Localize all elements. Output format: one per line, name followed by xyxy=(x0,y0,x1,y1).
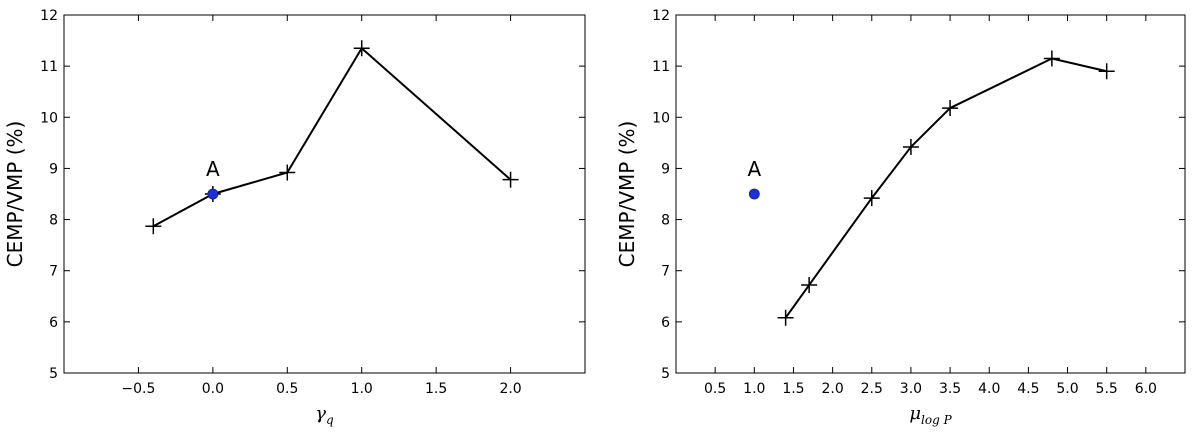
y-axis-label: CEMP/VMP (%) xyxy=(615,121,639,268)
y-tick-label: 6 xyxy=(661,315,670,331)
x-axis-label-symbol: γ xyxy=(315,403,326,424)
data-point xyxy=(942,100,959,117)
x-tick-label: 5.5 xyxy=(1096,381,1118,397)
y-tick-label: 10 xyxy=(652,110,670,126)
reference-label-a: A xyxy=(747,157,761,181)
x-tick-label: −0.5 xyxy=(121,381,155,397)
data-point xyxy=(353,40,370,57)
data-point xyxy=(145,218,162,235)
y-tick-label: 8 xyxy=(661,213,670,229)
x-tick-label: 0.5 xyxy=(704,381,726,397)
chart-right: 0.5 1.0 1.5 2.0 2.5 3.0 3.5 4.0 4.5 5.0 5.5 6.0 5 6 7 8… xyxy=(615,8,1186,427)
x-axis-label: γq xyxy=(315,403,334,427)
data-point xyxy=(863,190,880,207)
data-point xyxy=(801,277,818,294)
y-tick-label: 7 xyxy=(661,264,670,280)
data-point xyxy=(1043,50,1060,67)
x-tick-label: 2.0 xyxy=(499,381,521,397)
y-tick-label: 8 xyxy=(49,213,58,229)
y-tick-label: 12 xyxy=(652,8,670,24)
data-point xyxy=(502,171,519,188)
data-point xyxy=(1098,63,1115,80)
y-tick-label: 11 xyxy=(652,59,670,75)
y-tick-label: 9 xyxy=(49,161,58,177)
x-tick-label: 1.5 xyxy=(782,381,804,397)
plot-frame xyxy=(63,14,586,374)
x-tick-label: 0.5 xyxy=(276,381,298,397)
y-tick-label: 9 xyxy=(661,161,670,177)
data-point xyxy=(902,138,919,155)
x-tick-label: 2.5 xyxy=(861,381,883,397)
series-line xyxy=(784,57,1107,319)
y-tick-label: 6 xyxy=(49,315,58,331)
reference-point-a xyxy=(748,188,760,200)
x-axis-label-symbol: μ xyxy=(909,403,921,424)
chart-left: −0.5 0.0 0.5 1.0 1.5 2.0 5 6 7 8 9 10 11 12 A CEMP/VMP … xyxy=(3,8,586,427)
x-tick-label: 4.0 xyxy=(978,381,1000,397)
x-tick-label: 1.0 xyxy=(743,381,765,397)
series-line xyxy=(152,47,512,228)
x-tick-label: 1.0 xyxy=(351,381,373,397)
reference-point-a xyxy=(207,188,219,200)
x-axis-label-subscript: log P xyxy=(921,413,953,427)
x-tick-label: 3.5 xyxy=(939,381,961,397)
y-tick-label: 10 xyxy=(40,110,58,126)
reference-label-a: A xyxy=(206,157,220,181)
plot-frame xyxy=(675,14,1186,374)
y-tick-label: 5 xyxy=(49,366,58,382)
y-axis-label: CEMP/VMP (%) xyxy=(3,121,27,268)
x-axis-label-subscript: q xyxy=(326,413,334,427)
y-tick-label: 7 xyxy=(49,264,58,280)
x-tick-label: 2.0 xyxy=(821,381,843,397)
x-tick-label: 6.0 xyxy=(1135,381,1157,397)
x-tick-label: 0.0 xyxy=(202,381,224,397)
x-tick-label: 5.0 xyxy=(1056,381,1078,397)
x-tick-label: 3.0 xyxy=(900,381,922,397)
data-point xyxy=(777,309,794,326)
y-tick-label: 11 xyxy=(40,59,58,75)
x-tick-label: 1.5 xyxy=(425,381,447,397)
data-point xyxy=(279,164,296,181)
y-tick-label: 5 xyxy=(661,366,670,382)
x-tick-label: 4.5 xyxy=(1017,381,1039,397)
x-axis-label: μlog P xyxy=(909,403,952,427)
y-tick-label: 12 xyxy=(40,8,58,24)
